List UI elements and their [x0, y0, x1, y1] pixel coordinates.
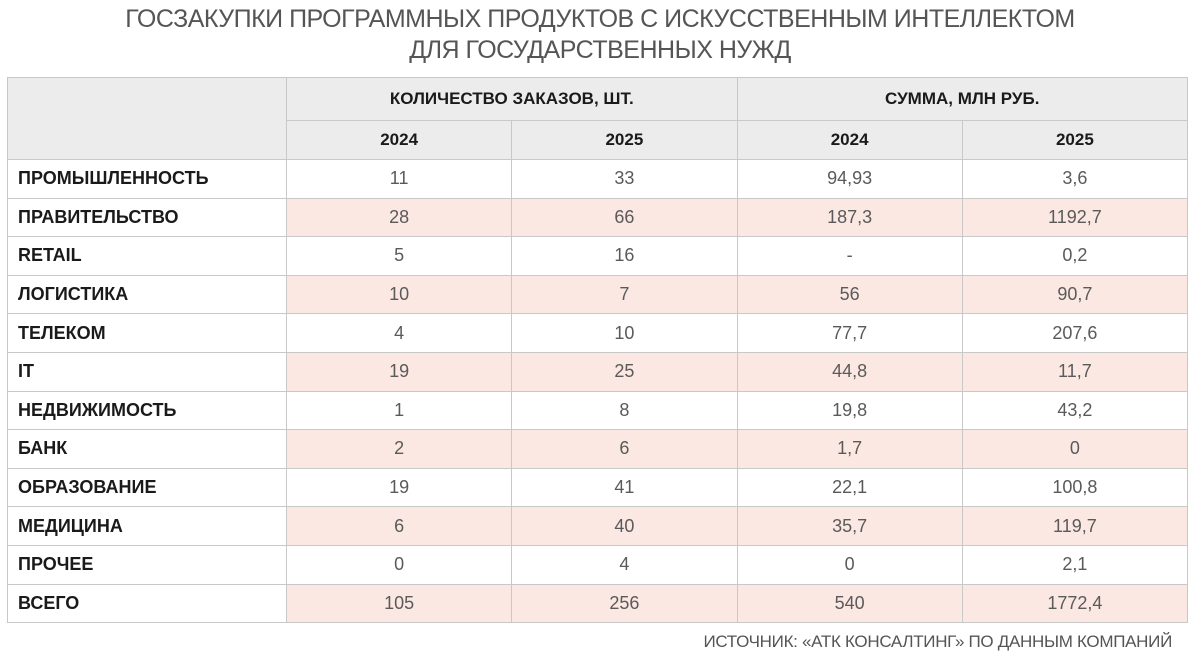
row-label: ВСЕГО — [7, 583, 287, 624]
table-row: RETAIL 5 16 - 0,2 — [7, 236, 1189, 276]
row-label: МЕДИЦИНА — [7, 506, 287, 546]
cell-value: 43,2 — [961, 390, 1189, 431]
cell-value: 3,6 — [961, 159, 1189, 199]
cell-value: 11,7 — [961, 351, 1189, 392]
cell-value: 25 — [511, 351, 738, 392]
cell-value: 2 — [285, 429, 513, 469]
cell-value: 256 — [511, 583, 738, 624]
cell-value: 1772,4 — [961, 583, 1189, 624]
table-row: НЕДВИЖИМОСТЬ 1 8 19,8 43,2 — [7, 390, 1189, 431]
cell-value: 16 — [511, 236, 738, 276]
row-label: RETAIL — [7, 236, 287, 276]
table-row: ОБРАЗОВАНИЕ 19 41 22,1 100,8 — [7, 467, 1189, 508]
cell-value: 0,2 — [961, 236, 1189, 276]
cell-value: 11 — [285, 159, 513, 199]
title-line-1: ГОСЗАКУПКИ ПРОГРАММНЫХ ПРОДУКТОВ С ИСКУС… — [125, 5, 1075, 33]
title-line-2: ДЛЯ ГОСУДАРСТВЕННЫХ НУЖД — [409, 36, 791, 64]
table-row: ПРАВИТЕЛЬСТВО 28 66 187,3 1192,7 — [7, 197, 1189, 238]
cell-value: 119,7 — [961, 506, 1189, 546]
cell-value: 28 — [285, 197, 513, 238]
header-amount: СУММА, МЛН РУБ. — [736, 77, 1188, 121]
cell-value: 19 — [285, 467, 513, 508]
cell-value: 100,8 — [961, 467, 1189, 508]
year-header-row: 2024 2025 2024 2025 — [8, 120, 1189, 160]
cell-value: 4 — [511, 544, 738, 585]
header-order-count: КОЛИЧЕСТВО ЗАКАЗОВ, ШТ. — [286, 77, 738, 121]
cell-value: 7 — [511, 274, 738, 315]
cell-value: 0 — [736, 544, 963, 585]
row-label: БАНК — [7, 429, 287, 469]
cell-value: 1 — [285, 390, 513, 431]
cell-value: 90,7 — [961, 274, 1189, 315]
cell-value: 77,7 — [736, 313, 963, 353]
row-label: IT — [7, 351, 287, 392]
table-row-total: ВСЕГО 105 256 540 1772,4 — [7, 583, 1189, 624]
cell-value: 0 — [285, 544, 513, 585]
cell-value: 33 — [511, 159, 738, 199]
cell-value: 66 — [511, 197, 738, 238]
cell-value: 105 — [285, 583, 513, 624]
table-body: ПРОМЫШЛЕННОСТЬ 11 33 94,93 3,6 ПРАВИТЕЛЬ… — [7, 159, 1189, 624]
row-label: ПРАВИТЕЛЬСТВО — [7, 197, 287, 238]
header-year: 2024 — [285, 120, 513, 160]
table-row: ТЕЛЕКОМ 4 10 77,7 207,6 — [7, 313, 1189, 353]
cell-value: 19 — [285, 351, 513, 392]
cell-value: 5 — [285, 236, 513, 276]
cell-value: 22,1 — [736, 467, 963, 508]
cell-value: 207,6 — [961, 313, 1189, 353]
cell-value: 1192,7 — [961, 197, 1189, 238]
cell-value: 6 — [285, 506, 513, 546]
header-year: 2024 — [736, 120, 963, 160]
row-label: ПРОЧЕЕ — [7, 544, 287, 585]
procurement-table: КОЛИЧЕСТВО ЗАКАЗОВ, ШТ. СУММА, МЛН РУБ. … — [7, 77, 1189, 624]
group-header-row: КОЛИЧЕСТВО ЗАКАЗОВ, ШТ. СУММА, МЛН РУБ. — [7, 77, 1188, 160]
page-title: ГОСЗАКУПКИ ПРОГРАММНЫХ ПРОДУКТОВ С ИСКУС… — [0, 4, 1200, 66]
cell-value: 187,3 — [736, 197, 963, 238]
cell-value: 6 — [511, 429, 738, 469]
row-label: ОБРАЗОВАНИЕ — [7, 467, 287, 508]
cell-value: 1,7 — [736, 429, 963, 469]
cell-value: 35,7 — [736, 506, 963, 546]
cell-value: 19,8 — [736, 390, 963, 431]
cell-value: 4 — [285, 313, 513, 353]
cell-value: 10 — [511, 313, 738, 353]
cell-value: 94,93 — [736, 159, 963, 199]
table-row: ЛОГИСТИКА 10 7 56 90,7 — [7, 274, 1189, 315]
cell-value: 41 — [511, 467, 738, 508]
cell-value: 8 — [511, 390, 738, 431]
row-label: ПРОМЫШЛЕННОСТЬ — [7, 159, 287, 199]
row-label: ЛОГИСТИКА — [7, 274, 287, 315]
table-row: МЕДИЦИНА 6 40 35,7 119,7 — [7, 506, 1189, 546]
cell-value: 0 — [961, 429, 1189, 469]
cell-value: 44,8 — [736, 351, 963, 392]
cell-value: 40 — [511, 506, 738, 546]
corner-cell — [7, 77, 287, 160]
cell-value: 2,1 — [961, 544, 1189, 585]
row-label: ТЕЛЕКОМ — [7, 313, 287, 353]
table-row: БАНК 2 6 1,7 0 — [7, 429, 1189, 469]
cell-value: 540 — [736, 583, 963, 624]
cell-value: 56 — [736, 274, 963, 315]
table-row: ПРОЧЕЕ 0 4 0 2,1 — [7, 544, 1189, 585]
header-year: 2025 — [961, 120, 1189, 160]
table-row: ПРОМЫШЛЕННОСТЬ 11 33 94,93 3,6 — [7, 159, 1189, 199]
source-note: ИСТОЧНИК: «АТК КОНСАЛТИНГ» ПО ДАННЫМ КОМ… — [703, 632, 1172, 651]
cell-value: - — [736, 236, 963, 276]
header-year: 2025 — [511, 120, 738, 160]
row-label: НЕДВИЖИМОСТЬ — [7, 390, 287, 431]
table-row: IT 19 25 44,8 11,7 — [7, 351, 1189, 392]
cell-value: 10 — [285, 274, 513, 315]
